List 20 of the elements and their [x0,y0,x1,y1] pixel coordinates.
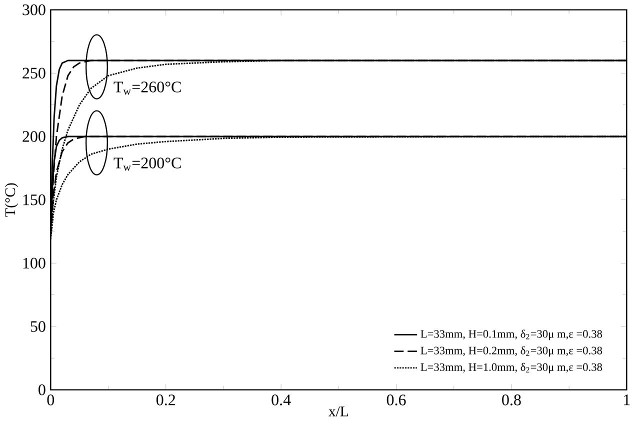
y-tick-label: 150 [23,194,46,206]
annotation: T$_{w}$=200°C [114,158,181,171]
legend-label: L=33mm, H=1.0mm, δ$_{2}$=30μ m,ε =0.38 [420,362,602,374]
y-tick-label: 50 [30,321,46,332]
x-axis-title: x/L [328,406,348,416]
x-tick-label: 0.8 [502,394,521,406]
y-axis-title: T(°C) [4,183,18,217]
y-tick-label: 200 [22,131,46,142]
y-tick-label: 0 [38,384,46,396]
y-tick-label: 300 [22,4,46,16]
y-tick-label: 250 [22,68,46,78]
x-tick-label: 0.4 [272,394,291,406]
legend-label: L=33mm, H=0.2mm, δ$_{2}$=30μ m,ε =0.38 [420,346,602,357]
y-tick-label: 100 [23,258,46,268]
annotation: T$_{w}$=260°C [114,82,181,95]
x-tick-label: 0 [47,394,54,406]
x-tick-label: 0.6 [386,394,406,406]
x-tick-label: 1 [624,394,630,406]
legend-label: L=33mm, H=0.1mm, δ$_{2}$=30μ m,ε =0.38 [420,330,602,340]
x-tick-label: 0.2 [156,394,175,406]
